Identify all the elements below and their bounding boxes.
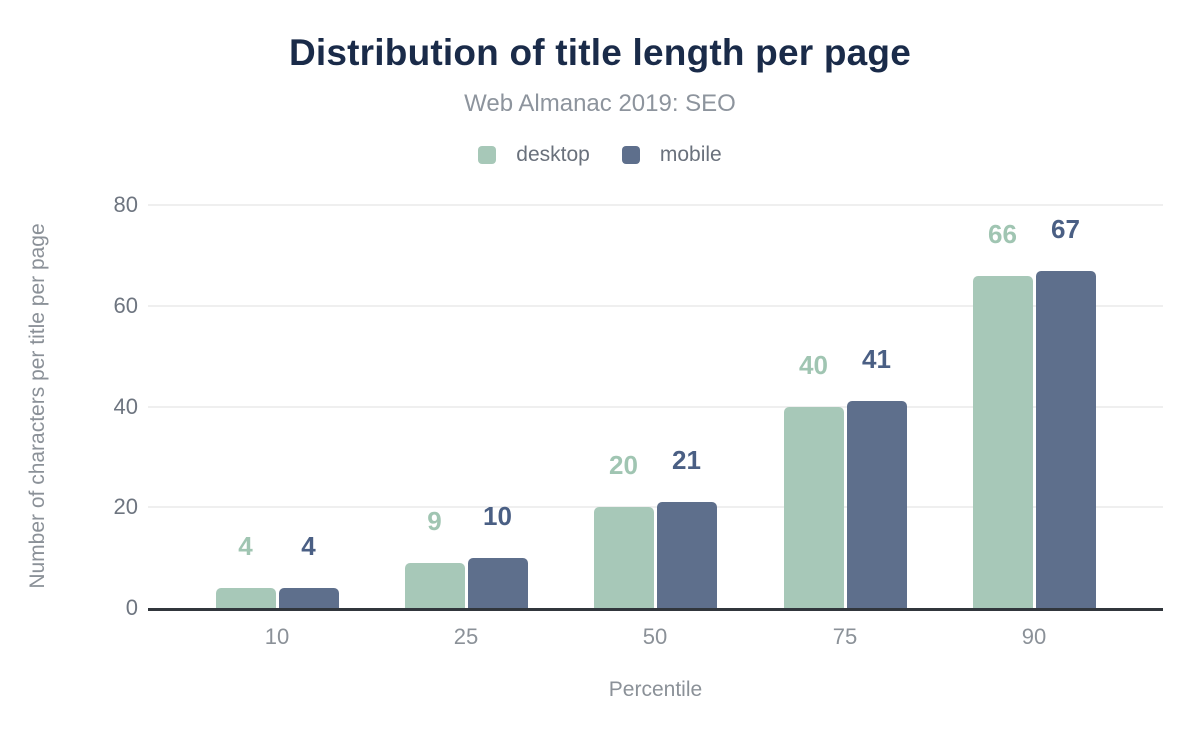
plot-area: 4 4 9 10 20 21 40 41 66 67 bbox=[148, 204, 1163, 611]
x-axis-title: Percentile bbox=[608, 678, 703, 701]
chart-title: Distribution of title length per page bbox=[288, 32, 911, 73]
gridline-60 bbox=[148, 304, 1163, 307]
gridline-20 bbox=[148, 506, 1163, 509]
legend-label: desktop bbox=[516, 143, 590, 166]
y-tick-60: 60 bbox=[113, 292, 138, 318]
bar-value-mobile-p75: 41 bbox=[862, 344, 891, 375]
legend-item-desktop: desktop bbox=[478, 143, 590, 167]
bar-value-desktop-p50: 20 bbox=[609, 450, 638, 481]
bar-value-desktop-p10: 4 bbox=[238, 530, 253, 561]
bar-value-mobile-p25: 10 bbox=[483, 500, 512, 531]
bar-value-mobile-p90: 67 bbox=[1051, 213, 1080, 244]
bar-value-mobile-p10: 4 bbox=[301, 530, 316, 561]
gridline-40 bbox=[148, 405, 1163, 408]
y-tick-0: 0 bbox=[125, 595, 138, 620]
x-tick-50: 50 bbox=[642, 624, 668, 649]
bar-value-desktop-p90: 66 bbox=[988, 218, 1017, 249]
bar-desktop-p75[interactable] bbox=[783, 406, 844, 608]
bar-mobile-p90[interactable] bbox=[1035, 270, 1096, 608]
bar-mobile-p25[interactable] bbox=[467, 557, 528, 608]
gridline-80 bbox=[148, 204, 1163, 206]
bar-mobile-p75[interactable] bbox=[846, 401, 907, 608]
chart-subtitle: Web Almanac 2019: SEO bbox=[464, 90, 736, 117]
bar-desktop-p90[interactable] bbox=[972, 275, 1033, 608]
legend-swatch-desktop bbox=[478, 146, 497, 164]
bar-mobile-p50[interactable] bbox=[656, 502, 717, 608]
bar-mobile-p10[interactable] bbox=[278, 587, 339, 608]
legend: desktop mobile bbox=[0, 143, 1200, 167]
legend-label: mobile bbox=[659, 143, 722, 166]
y-tick-40: 40 bbox=[113, 393, 138, 419]
bar-desktop-p10[interactable] bbox=[215, 587, 276, 608]
x-tick-75: 75 bbox=[832, 624, 858, 649]
x-tick-90: 90 bbox=[1021, 624, 1047, 649]
bar-value-desktop-p75: 40 bbox=[799, 349, 828, 380]
bar-value-mobile-p50: 21 bbox=[672, 445, 701, 476]
y-tick-80: 80 bbox=[113, 192, 138, 217]
x-tick-10: 10 bbox=[264, 624, 290, 649]
bar-desktop-p50[interactable] bbox=[593, 507, 654, 608]
y-tick-20: 20 bbox=[113, 494, 138, 520]
bar-desktop-p25[interactable] bbox=[404, 562, 465, 608]
bar-value-desktop-p25: 9 bbox=[427, 505, 442, 536]
legend-swatch-mobile bbox=[621, 146, 640, 164]
legend-item-mobile: mobile bbox=[621, 143, 722, 167]
x-tick-25: 25 bbox=[453, 624, 479, 649]
